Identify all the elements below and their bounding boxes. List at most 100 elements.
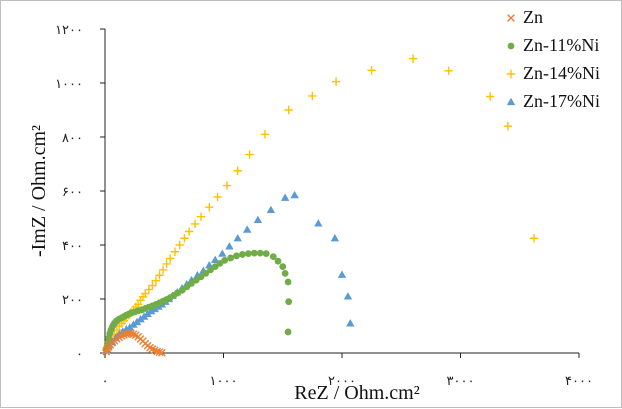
data-point [281,269,289,277]
data-point [188,279,195,287]
data-point [408,54,418,63]
data-point [233,234,242,242]
data-point [150,346,159,355]
data-point [190,219,200,229]
data-point [144,285,154,294]
data-point [192,276,200,284]
legend-label: Zn-11%Ni [523,35,599,55]
legend-label: Zn-14%Ni [523,63,600,83]
axes [104,29,579,354]
data-point [157,348,166,357]
data-point [284,278,292,286]
legend-label: Zn-17%Ni [523,91,600,111]
data-point [367,66,376,75]
y-tick-label: ۱۲۰۰ [55,23,83,38]
x-tick-label: ۰ [102,374,109,389]
data-point [330,234,340,242]
series-zn-11-ni [102,249,293,353]
data-point [147,306,156,315]
data-point [245,150,254,159]
data-point [444,66,453,76]
data-point [155,271,164,280]
y-axis-title: -ImZ / Ohm.cm² [28,125,50,257]
data-point [213,192,222,202]
data-point [222,181,232,190]
data-point [239,251,246,258]
data-point [485,92,495,101]
data-point [211,255,220,263]
data-point [280,193,290,201]
series-zn-17-ni [101,190,355,354]
data-point [180,234,189,243]
x-tick-label: ۲۰۰۰ [328,374,356,389]
data-point [148,281,157,290]
y-tick-label: ۴۰۰ [62,239,83,254]
legend-marker [507,42,515,50]
data-point [141,289,150,298]
series-zn-14-ni [101,54,539,355]
data-point [225,242,234,250]
data-point [290,190,299,199]
data-point [285,298,293,306]
data-point [178,286,186,294]
y-tick-label: ۸۰۰ [62,131,83,146]
data-point [262,250,270,258]
data-point [183,283,191,291]
x-tick-label: ۳۰۰۰ [447,374,475,389]
data-point [184,227,194,236]
data-marks [101,54,539,357]
data-point [284,105,293,115]
y-tick-label: ۲۰۰ [62,293,83,308]
data-point [127,329,135,338]
data-point [207,266,214,274]
data-point [170,247,180,256]
data-point [279,263,287,270]
x-tick-label: ۱۰۰۰ [210,374,238,389]
data-point [250,249,258,257]
data-point [150,304,159,313]
data-point [331,77,341,86]
axis-ticks: ۰ ۱۰۰۰ ۲۰۰۰ ۳۰۰۰ ۴۰۰۰ ۰ ۲۰۰ ۴۰۰ ۶۰۰ ۸۰۰ ۱۰۰۰ ۱۲۰۰ [55,23,593,389]
data-point [197,273,205,281]
data-point [253,215,263,224]
data-point [260,130,270,139]
data-point [274,257,282,265]
data-point [284,328,292,336]
data-point [233,252,240,260]
data-point [256,249,264,257]
data-point [244,250,252,258]
data-point [529,234,539,243]
legend-marker [506,69,516,79]
data-point [162,259,171,269]
chart-legend: Zn Zn-11%Ni Zn-14%Ni Zn-17%Ni [506,7,600,111]
data-point [120,331,128,339]
data-point [151,276,161,285]
x-tick-label: ۴۰۰۰ [565,374,593,389]
data-point [158,265,168,275]
data-point [221,256,229,264]
data-point [343,292,353,300]
legend-marker [506,97,516,106]
data-point [314,219,323,227]
data-point [129,330,138,338]
data-point [218,249,227,257]
data-point [269,253,277,261]
data-point [155,348,164,357]
legend-marker [507,14,515,22]
data-point [308,91,317,101]
y-tick-label: ۶۰۰ [62,185,83,200]
data-point [202,269,210,277]
data-point [227,254,235,262]
data-point [205,203,214,212]
y-tick-label: ۰ [76,347,83,362]
data-point [196,212,206,221]
data-point [165,254,175,263]
data-point [266,205,276,214]
data-point [175,240,184,250]
x-axis-title: ReZ / Ohm.cm² [294,382,419,404]
y-tick-label: ۱۰۰۰ [55,77,83,92]
data-point [117,332,126,340]
data-point [211,263,219,270]
